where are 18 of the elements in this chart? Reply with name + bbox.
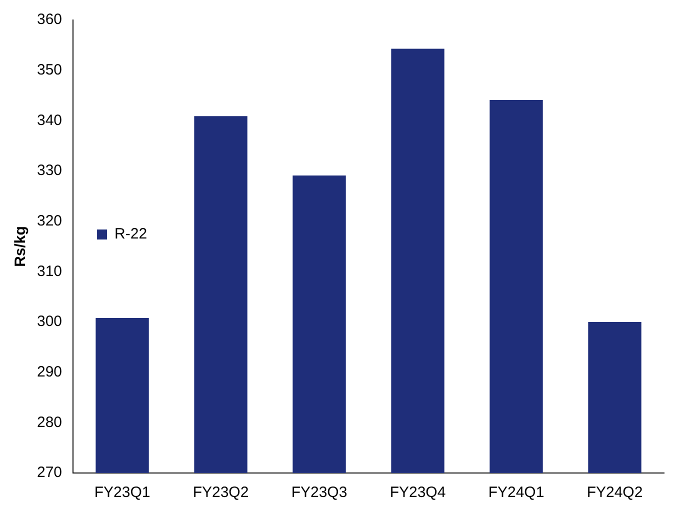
y-tick-label: 280 <box>36 414 62 431</box>
y-tick-label: 360 <box>36 11 62 28</box>
x-tick-label: FY23Q2 <box>192 484 249 502</box>
y-tick-label: 330 <box>36 162 62 180</box>
y-axis-title: Rs/kg <box>12 226 30 267</box>
x-tick-label: FY24Q2 <box>586 484 643 502</box>
y-tick-label: 310 <box>36 262 62 280</box>
x-tick-label: FY23Q1 <box>94 484 150 502</box>
y-tick-label: 320 <box>36 212 62 230</box>
x-tick-label: FY24Q1 <box>488 484 544 502</box>
x-tick-label: FY23Q3 <box>291 484 348 502</box>
y-tick-label: 340 <box>36 112 62 129</box>
y-tick-label: 270 <box>36 464 62 482</box>
x-tick-label: FY23Q4 <box>390 484 446 502</box>
y-tick-label: 290 <box>36 363 62 380</box>
y-tick-label: 300 <box>36 313 62 330</box>
y-tick-label: 350 <box>36 61 62 78</box>
legend-label: R-22 <box>114 226 148 243</box>
